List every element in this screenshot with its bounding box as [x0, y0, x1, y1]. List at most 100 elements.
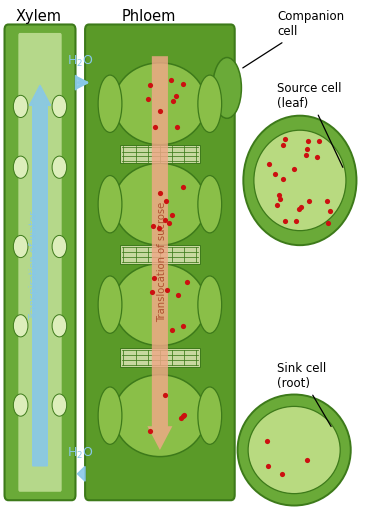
Ellipse shape	[254, 130, 346, 231]
Ellipse shape	[13, 156, 28, 178]
Point	[306, 197, 312, 205]
Point	[272, 170, 278, 178]
Point	[327, 206, 333, 215]
Ellipse shape	[198, 175, 222, 233]
Point	[275, 191, 281, 199]
Ellipse shape	[114, 375, 206, 457]
Point	[162, 197, 169, 205]
Point	[168, 76, 174, 84]
Text: Translocation of sucrose: Translocation of sucrose	[157, 202, 167, 322]
Ellipse shape	[198, 276, 222, 333]
Ellipse shape	[98, 175, 122, 233]
Point	[181, 411, 187, 419]
Point	[157, 189, 163, 197]
Ellipse shape	[114, 264, 206, 346]
Ellipse shape	[213, 58, 241, 118]
Point	[293, 217, 299, 225]
Point	[169, 325, 175, 334]
Text: Xylem: Xylem	[16, 9, 62, 24]
Ellipse shape	[13, 95, 28, 118]
Text: H$_2$O: H$_2$O	[67, 54, 94, 69]
FancyBboxPatch shape	[85, 24, 235, 500]
Point	[304, 145, 310, 153]
Point	[180, 182, 186, 191]
Point	[166, 218, 172, 227]
Point	[325, 218, 331, 227]
Ellipse shape	[114, 63, 206, 145]
Point	[298, 202, 304, 211]
Point	[305, 137, 311, 145]
Point	[280, 140, 286, 149]
Point	[145, 94, 151, 103]
FancyBboxPatch shape	[18, 33, 62, 492]
Ellipse shape	[52, 156, 67, 178]
Point	[279, 470, 285, 478]
Point	[174, 123, 180, 132]
Ellipse shape	[248, 407, 340, 493]
Point	[162, 391, 168, 400]
Point	[316, 137, 322, 146]
Point	[156, 224, 162, 232]
Point	[150, 222, 156, 231]
Point	[157, 107, 163, 116]
FancyBboxPatch shape	[5, 24, 75, 500]
Point	[174, 291, 181, 299]
Point	[152, 123, 158, 131]
FancyArrow shape	[77, 466, 85, 481]
Point	[180, 412, 186, 420]
Ellipse shape	[198, 75, 222, 132]
Point	[180, 80, 186, 88]
Text: H$_2$O: H$_2$O	[67, 446, 94, 461]
Point	[276, 195, 283, 203]
Bar	[120, 348, 200, 367]
Point	[282, 216, 288, 225]
Ellipse shape	[238, 394, 351, 506]
Point	[164, 286, 170, 295]
FancyArrow shape	[75, 75, 83, 90]
Point	[280, 175, 286, 183]
Ellipse shape	[98, 75, 122, 132]
Ellipse shape	[52, 315, 67, 337]
Point	[282, 135, 288, 144]
Point	[324, 197, 330, 206]
Ellipse shape	[98, 387, 122, 444]
Point	[274, 201, 280, 210]
Ellipse shape	[114, 163, 206, 245]
Ellipse shape	[52, 394, 67, 416]
Point	[304, 456, 310, 465]
Ellipse shape	[52, 235, 67, 258]
Ellipse shape	[198, 387, 222, 444]
Bar	[120, 245, 200, 264]
Point	[149, 288, 155, 296]
Text: Companion
cell: Companion cell	[243, 11, 344, 68]
FancyArrow shape	[147, 56, 172, 450]
Point	[180, 322, 186, 330]
FancyArrow shape	[30, 85, 50, 466]
Ellipse shape	[243, 116, 357, 245]
Point	[173, 92, 179, 100]
Point	[291, 164, 297, 173]
Point	[170, 97, 176, 105]
Point	[147, 80, 153, 89]
Text: Phloem: Phloem	[121, 9, 176, 24]
Ellipse shape	[13, 315, 28, 337]
Text: Transpiration of water: Transpiration of water	[29, 210, 39, 320]
Ellipse shape	[13, 235, 28, 258]
Point	[178, 414, 184, 422]
Ellipse shape	[13, 394, 28, 416]
Ellipse shape	[98, 276, 122, 333]
Point	[266, 160, 273, 168]
Ellipse shape	[52, 95, 67, 118]
Point	[314, 153, 320, 161]
Bar	[120, 145, 200, 163]
Text: Source cell
(leaf): Source cell (leaf)	[277, 82, 343, 167]
Point	[151, 273, 157, 282]
Point	[296, 205, 302, 213]
Point	[303, 151, 309, 159]
Point	[169, 211, 176, 219]
Point	[264, 437, 270, 446]
Point	[162, 216, 168, 224]
Point	[184, 278, 191, 286]
Point	[147, 427, 153, 436]
Text: Sink cell
(root): Sink cell (root)	[277, 362, 331, 427]
